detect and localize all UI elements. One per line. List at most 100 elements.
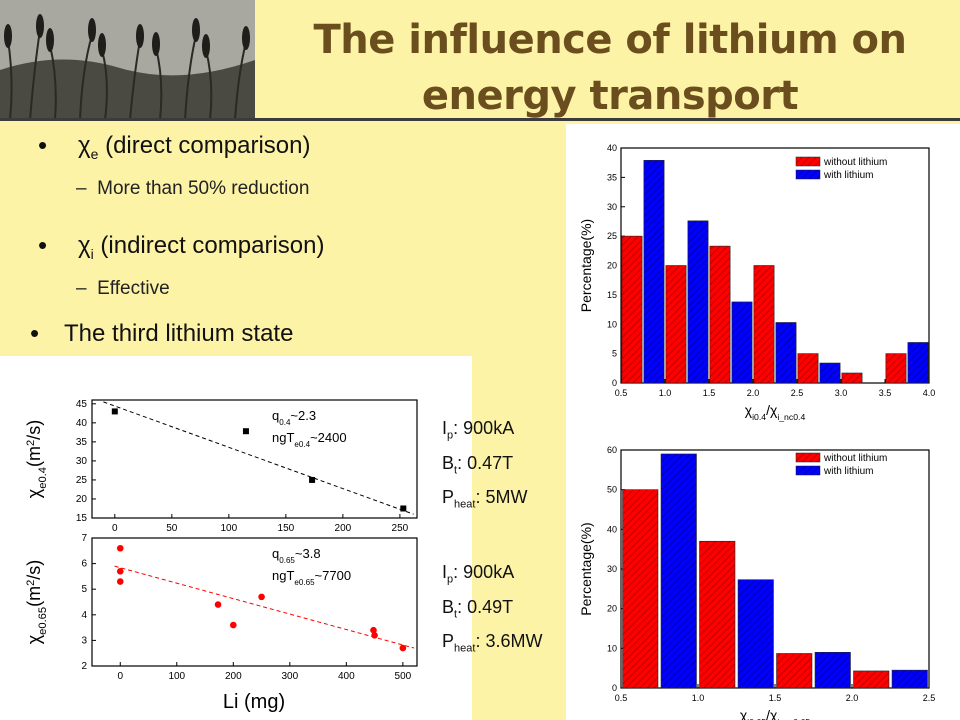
- y-tick-label: 15: [76, 513, 88, 524]
- bar-with-lithium: [891, 669, 928, 689]
- legend-swatch: [795, 156, 821, 167]
- sub-bullet-text: Effective: [97, 278, 170, 299]
- bar-with-lithium: [687, 220, 709, 384]
- x-tick-label: 0.5: [615, 693, 628, 703]
- bar-without-lithium: [797, 353, 819, 384]
- bt-value: 0.47T: [467, 452, 514, 473]
- x-tick-label: 150: [278, 523, 295, 534]
- x-tick-label: 3.0: [835, 388, 848, 398]
- scatter-chi-e04: 0 50 100 150 200 250 15 20 25 30 35 40 45 q0.4~2.3 ngT…: [24, 399, 418, 534]
- y-axis-label: χe0.65(m2/s): [24, 560, 49, 645]
- bar-without-lithium: [665, 265, 687, 384]
- y-tick-label: 40: [76, 418, 88, 429]
- data-point: [258, 593, 265, 601]
- chi-symbol: χ: [78, 132, 91, 159]
- bar-without-lithium: [709, 245, 731, 384]
- chi-subscript: e: [90, 145, 99, 162]
- bar-without-lithium: [853, 670, 890, 689]
- bar-without-lithium: [699, 540, 736, 689]
- y-tick-label: 60: [607, 445, 617, 455]
- x-tick-label: 250: [392, 523, 409, 534]
- x-tick-label: 4.0: [923, 388, 936, 398]
- histogram-chi-i04: 0.5 1.0 1.5 2.0 2.5 3.0 3.5 4.0 0 5 10 15 20 25 30 35 40…: [578, 143, 936, 422]
- x-tick-label: 1.5: [703, 388, 716, 398]
- x-tick-label: 1.0: [692, 693, 705, 703]
- bar-with-lithium: [907, 342, 929, 384]
- bar-with-lithium: [819, 362, 841, 384]
- y-tick-label: 25: [607, 231, 617, 241]
- x-tick-label: 300: [281, 671, 298, 682]
- bullet-text: (direct comparison): [105, 132, 311, 159]
- sub-bullet-effective: – Effective: [76, 278, 170, 299]
- bar-without-lithium: [622, 489, 659, 689]
- data-point: [116, 544, 124, 552]
- bar-without-lithium: [621, 235, 643, 384]
- legend-label: without lithium: [823, 453, 887, 464]
- x-tick-label: 0: [112, 523, 118, 534]
- bar-with-lithium: [731, 301, 753, 384]
- scatter-chi-e065: 0 100 200 300 400 500 2 3 4 5 6 7 q0.65~3.8 ngTe0.65~…: [24, 533, 418, 713]
- x-tick-label: 1.5: [769, 693, 782, 703]
- x-tick-label: 3.5: [879, 388, 892, 398]
- x-tick-label: 2.0: [846, 693, 859, 703]
- bar-with-lithium: [737, 579, 774, 689]
- bullet-text: The third lithium state: [64, 320, 294, 347]
- y-tick-label: 35: [76, 437, 88, 448]
- y-tick-label: 30: [607, 564, 617, 574]
- x-tick-label: 0.5: [615, 388, 628, 398]
- bullet-text: (indirect comparison): [100, 232, 325, 259]
- x-tick-label: 1.0: [659, 388, 672, 398]
- y-tick-label: 10: [607, 643, 617, 653]
- y-tick-label: 2: [81, 661, 87, 672]
- legend-swatch: [795, 452, 821, 463]
- x-tick-label: 200: [225, 671, 242, 682]
- x-tick-label: 50: [166, 523, 178, 534]
- bar-without-lithium: [885, 353, 907, 384]
- legend-label: with lithium: [823, 170, 873, 181]
- plot-frame: [91, 537, 418, 667]
- data-point: [111, 408, 118, 415]
- chi-subscript: i: [90, 245, 94, 262]
- bar-with-lithium: [660, 453, 697, 689]
- y-tick-label: 25: [76, 475, 88, 486]
- y-axis-label: χe0.4(m2/s): [24, 420, 49, 498]
- x-tick-label: 200: [335, 523, 352, 534]
- y-tick-label: 15: [607, 290, 617, 300]
- bar-without-lithium: [776, 653, 813, 689]
- ip-value: 900kA: [463, 562, 515, 582]
- y-tick-label: 35: [607, 172, 617, 182]
- fit-annotation: ngTe0.65~7700: [272, 568, 351, 587]
- pheat-value: 5MW: [485, 487, 528, 508]
- data-point: [400, 505, 407, 512]
- bar-without-lithium: [753, 265, 775, 384]
- y-tick-label: 40: [607, 524, 617, 534]
- plot-frame: [91, 399, 418, 519]
- pheat-value: 3.6MW: [485, 631, 543, 652]
- x-tick-label: 0: [117, 671, 123, 682]
- slide-title: The influence of lithium on energy trans…: [270, 12, 950, 124]
- y-tick-label: 0: [612, 683, 617, 693]
- y-tick-label: 20: [607, 604, 617, 614]
- y-tick-label: 45: [76, 399, 88, 410]
- y-tick-label: 20: [76, 494, 88, 505]
- title-divider: [0, 118, 960, 121]
- x-tick-label: 2.5: [791, 388, 804, 398]
- wheat-field-photo: [0, 0, 255, 120]
- bar-without-lithium: [841, 372, 863, 384]
- fit-annotation: q0.4~2.3: [272, 408, 316, 427]
- data-point: [370, 626, 377, 634]
- y-tick-label: 10: [607, 319, 617, 329]
- title-line-1: The influence of lithium on: [313, 17, 907, 63]
- x-tick-label: 500: [395, 671, 412, 682]
- legend-label: with lithium: [823, 466, 873, 477]
- y-tick-label: 30: [76, 456, 88, 467]
- fit-line: [114, 565, 415, 649]
- y-axis-label: Percentage(%): [578, 219, 594, 312]
- legend-label: without lithium: [823, 157, 887, 168]
- data-point: [309, 476, 316, 483]
- x-axis-label: χi0.4/χi_nc0.4: [745, 402, 806, 422]
- data-point: [116, 567, 124, 575]
- data-point: [399, 644, 407, 652]
- histogram-chi-i065: 0.5 1.0 1.5 2.0 2.5 0 10 20 30 40 50 60 without lith…: [578, 445, 935, 720]
- data-point: [116, 578, 124, 585]
